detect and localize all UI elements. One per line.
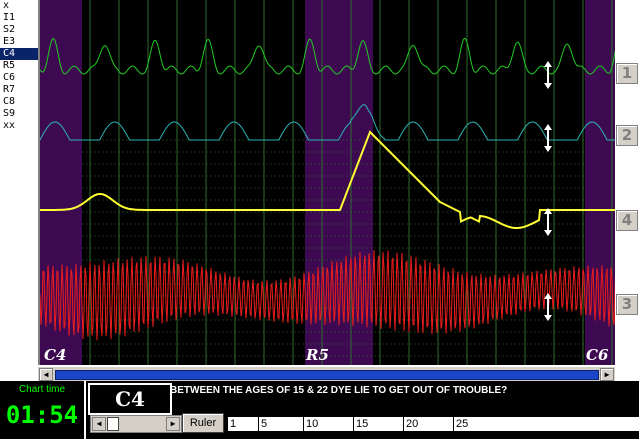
question-list-item[interactable]: R5	[3, 60, 16, 71]
ruler-tick: 10	[303, 417, 318, 431]
slider-right-icon[interactable]: ▶	[166, 417, 180, 431]
chart-time-label: Chart time	[18, 384, 66, 395]
trace-channel-1	[40, 37, 617, 75]
arrow-up-icon	[544, 124, 552, 130]
ruler-tick: 15	[353, 417, 368, 431]
scroll-left-icon[interactable]: ◀	[39, 368, 53, 381]
question-list-item[interactable]: S2	[3, 24, 16, 35]
question-list-item[interactable]: x	[3, 0, 10, 11]
time-ruler: 1 5 10 15 20 25	[226, 416, 639, 432]
arrow-up-icon	[544, 293, 552, 299]
channel-label-column: 1 2 4 3	[615, 0, 639, 380]
arrow-down-icon	[544, 83, 552, 89]
question-list: x I1 S2 E3 C4 R5 C6 R7 C8 S9 xx	[0, 0, 38, 380]
ruler-tick: 1	[227, 417, 236, 431]
question-list-item[interactable]: I1	[3, 12, 16, 23]
event-label: C6	[586, 346, 609, 364]
polygraph-chart: C4 R5 C6	[38, 0, 617, 365]
chart-canvas: C4 R5 C6	[40, 0, 617, 365]
slider-left-icon[interactable]: ◀	[92, 417, 106, 431]
question-list-item[interactable]: C4	[0, 48, 38, 60]
chart-time-box: Chart time 01:54	[0, 381, 86, 439]
channel-label-1[interactable]: 1	[616, 63, 638, 84]
trace-channel-2	[40, 104, 617, 141]
scroll-right-icon[interactable]: ▶	[600, 368, 614, 381]
question-list-item[interactable]: C8	[3, 96, 16, 107]
event-slider[interactable]: ◀ ▶	[90, 415, 182, 433]
horizontal-scrollbar[interactable]: ◀ ▶	[38, 366, 615, 381]
ruler-tick: 20	[403, 417, 418, 431]
question-list-item[interactable]: S9	[3, 108, 16, 119]
arrow-down-icon	[544, 230, 552, 236]
question-list-item[interactable]: C6	[3, 72, 16, 83]
ruler-tick: 5	[258, 417, 267, 431]
slider-thumb[interactable]	[107, 417, 119, 431]
arrow-up-icon	[544, 61, 552, 67]
arrow-down-icon	[544, 315, 552, 321]
status-panel: Chart time 01:54 C4 BETWEEN THE AGES OF …	[0, 381, 639, 439]
event-label: C4	[44, 346, 66, 364]
channel-label-3[interactable]: 3	[616, 294, 638, 315]
event-label: R5	[305, 346, 329, 364]
current-event-box: C4	[88, 383, 172, 415]
ruler-button[interactable]: Ruler	[182, 413, 224, 433]
arrow-up-icon	[544, 208, 552, 214]
trace-channel-3	[40, 250, 617, 341]
question-list-item[interactable]: E3	[3, 36, 16, 47]
scrollbar-thumb[interactable]	[55, 370, 599, 380]
question-text: BETWEEN THE AGES OF 15 & 22 DYE LIE TO G…	[170, 385, 508, 396]
trace-channel-4	[40, 130, 617, 229]
channel-label-4[interactable]: 4	[616, 210, 638, 231]
chart-time-value: 01:54	[5, 401, 79, 429]
channel-label-2[interactable]: 2	[616, 125, 638, 146]
arrow-down-icon	[544, 146, 552, 152]
question-list-item[interactable]: xx	[3, 120, 16, 131]
question-list-item[interactable]: R7	[3, 84, 16, 95]
ruler-tick: 25	[453, 417, 468, 431]
